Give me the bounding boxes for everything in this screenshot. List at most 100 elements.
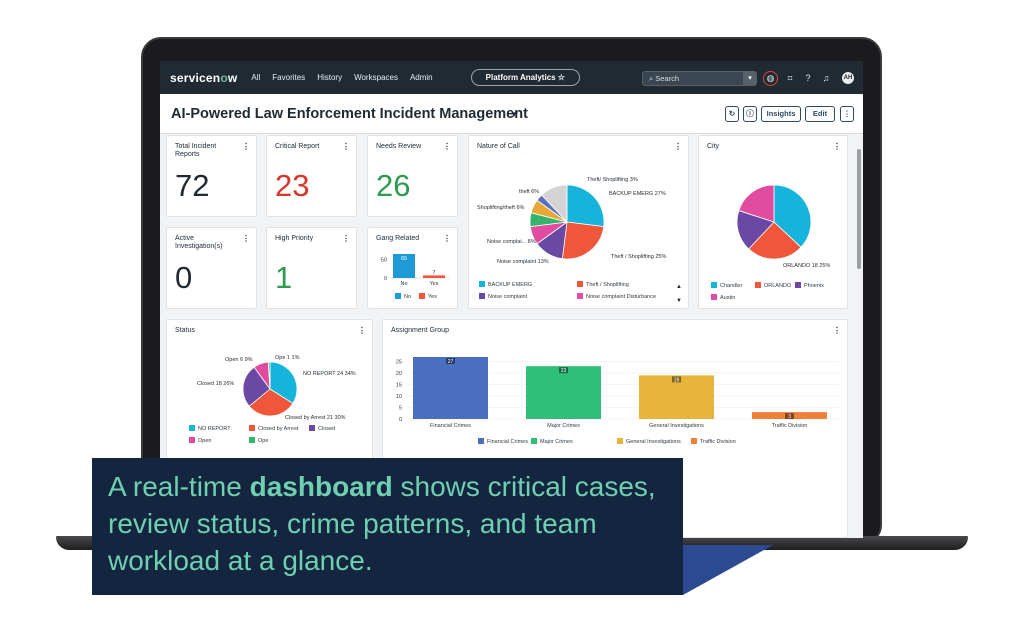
pie-slice bbox=[773, 184, 812, 248]
avatar[interactable]: AH bbox=[842, 72, 854, 84]
slice-label: NO REPORT 24 34% bbox=[303, 371, 356, 377]
refresh-button[interactable]: ↻ bbox=[725, 106, 739, 122]
card-menu-icon[interactable]: ⋮ bbox=[833, 326, 841, 335]
nav-all[interactable]: All bbox=[251, 73, 261, 82]
top-nav: servicenow All Favorites History Workspa… bbox=[160, 61, 863, 94]
bar bbox=[526, 366, 601, 419]
kpi-value: 0 bbox=[175, 260, 193, 295]
more-button[interactable]: ⋮ bbox=[840, 106, 854, 122]
legend-label: Open bbox=[198, 438, 211, 444]
legend-label: Phoenix bbox=[804, 283, 824, 289]
city-chart: ORLANDO 18 25% Chandler ORLANDO Phoenix Aust… bbox=[711, 184, 830, 301]
title-dropdown-icon[interactable]: ▼ bbox=[510, 110, 518, 119]
legend-label: Theft / Shoplifting bbox=[586, 282, 629, 288]
kpi-critical-report[interactable]: Critical Report ⋮ 23 bbox=[266, 135, 357, 217]
kpi-high-priority[interactable]: High Priority ⋮ 1 bbox=[266, 227, 357, 309]
card-menu-icon[interactable]: ⋮ bbox=[242, 234, 250, 243]
legend-swatch bbox=[711, 294, 717, 300]
nav-history[interactable]: History bbox=[317, 73, 343, 82]
nav-favorites[interactable]: Favorites bbox=[272, 73, 306, 82]
card-menu-icon[interactable]: ⋮ bbox=[242, 142, 250, 151]
card-title: Critical Report bbox=[275, 143, 320, 150]
bar-value-label: 19 bbox=[674, 377, 680, 383]
legend-label: Financial Crimes bbox=[487, 439, 528, 445]
legend-swatch bbox=[479, 293, 485, 299]
info-button[interactable]: ⓘ bbox=[743, 106, 757, 122]
bar bbox=[413, 357, 488, 419]
pie-slice bbox=[738, 184, 775, 223]
bar bbox=[752, 412, 827, 419]
card-title: Total Incident Reports bbox=[175, 143, 217, 158]
bar-value-badge bbox=[672, 376, 681, 383]
slice-label: Theft / Shoplifting 25% bbox=[611, 254, 666, 260]
legend-swatch bbox=[189, 437, 195, 443]
legend-swatch bbox=[419, 293, 425, 299]
slice-label: BACKUP EMERG 27% bbox=[609, 191, 666, 197]
city-card[interactable]: City ⋮ ORLANDO 18 25% Chandler ORLANDO Phoe… bbox=[698, 135, 848, 309]
kpi-active-investigations[interactable]: Active Investigation(s) ⋮ 0 bbox=[166, 227, 257, 309]
insights-button[interactable]: Insights bbox=[761, 106, 801, 122]
gang-related-chart: 50 0 65 No 7 Yes No Yes bbox=[381, 254, 450, 300]
kpi-needs-review[interactable]: Needs Review ⋮ 26 bbox=[367, 135, 458, 217]
scrollbar[interactable] bbox=[857, 149, 861, 269]
search-input[interactable]: ⌕ Search bbox=[642, 71, 756, 86]
gang-related-card[interactable]: Gang Related ⋮ 50 0 65 No 7 Yes No Yes bbox=[367, 227, 458, 309]
search-scope-dropdown[interactable]: ▾ bbox=[743, 71, 757, 86]
legend-label: NO REPORT bbox=[198, 426, 231, 432]
legend-label: Traffic Division bbox=[700, 439, 736, 445]
card-menu-icon[interactable]: ⋮ bbox=[833, 142, 841, 151]
pie-slice bbox=[736, 210, 775, 250]
legend-label: BACKUP EMERG bbox=[488, 282, 532, 288]
nature-of-call-chart: BACKUP EMERG 27% Theft / Shoplifting 25% N… bbox=[477, 177, 682, 304]
pie-slice bbox=[748, 221, 802, 260]
legend-swatch bbox=[249, 425, 255, 431]
legend-swatch bbox=[617, 438, 623, 444]
chat-icon[interactable]: ⌗ bbox=[787, 73, 793, 83]
card-menu-icon[interactable]: ⋮ bbox=[342, 234, 350, 243]
legend-swatch bbox=[795, 282, 801, 288]
card-menu-icon[interactable]: ⋮ bbox=[674, 142, 682, 151]
legend-swatch bbox=[711, 282, 717, 288]
assignment-group-chart: 25 20 15 10 5 0 27 Financial Crimes 23 Major Crim… bbox=[396, 357, 838, 445]
y-tick-label: 25 bbox=[396, 360, 402, 366]
kpi-value: 72 bbox=[175, 168, 210, 203]
platform-analytics-pill[interactable]: Platform Analytics ☆ bbox=[470, 69, 580, 86]
slice-label: Closed 18 26% bbox=[197, 381, 234, 387]
bar-value-label: 65 bbox=[401, 256, 407, 262]
nav-admin[interactable]: Admin bbox=[409, 73, 433, 82]
edit-button[interactable]: Edit bbox=[805, 106, 835, 122]
bar-value-label: 23 bbox=[561, 368, 567, 374]
card-menu-icon[interactable]: ⋮ bbox=[342, 142, 350, 151]
card-title: Assignment Group bbox=[391, 327, 449, 334]
bell-icon[interactable]: ♫ bbox=[822, 73, 830, 83]
globe-icon[interactable]: ◍ bbox=[763, 71, 778, 86]
card-title: Active Investigation(s) bbox=[175, 235, 223, 250]
nav-workspaces[interactable]: Workspaces bbox=[354, 73, 398, 82]
nature-of-call-card[interactable]: Nature of Call ⋮ BACKUP EMERG 27% Theft /… bbox=[468, 135, 689, 309]
page-title: AI-Powered Law Enforcement Incident Mana… bbox=[171, 106, 528, 122]
kpi-total-incident-reports[interactable]: Total Incident Reports ⋮ 72 bbox=[166, 135, 257, 217]
card-menu-icon[interactable]: ⋮ bbox=[443, 142, 451, 151]
slice-label: ORLANDO 18 25% bbox=[783, 263, 830, 269]
legend-label: Major Crimes bbox=[540, 439, 573, 445]
kpi-value: 23 bbox=[275, 168, 310, 203]
x-tick-label: No bbox=[400, 281, 407, 287]
y-tick-label: 15 bbox=[396, 383, 402, 389]
card-menu-icon[interactable]: ⋮ bbox=[358, 326, 366, 335]
card-title: Nature of Call bbox=[477, 143, 520, 150]
card-menu-icon[interactable]: ⋮ bbox=[443, 234, 451, 243]
status-card[interactable]: Status ⋮ NO REPORT 24 34% Closed by Arres… bbox=[166, 319, 373, 469]
pie-slice bbox=[541, 184, 568, 224]
legend-swatch bbox=[478, 438, 484, 444]
legend-swatch bbox=[309, 425, 315, 431]
y-tick-label: 5 bbox=[399, 406, 402, 412]
more-icon: ⋮ bbox=[843, 109, 851, 118]
legend-swatch bbox=[577, 281, 583, 287]
legend-label: Yes bbox=[428, 294, 437, 300]
pie-slice bbox=[561, 221, 605, 260]
y-tick-label: 10 bbox=[396, 394, 402, 400]
servicenow-logo[interactable]: servicenow bbox=[170, 70, 238, 85]
legend-swatch bbox=[577, 293, 583, 299]
help-icon[interactable]: ? bbox=[805, 73, 811, 83]
